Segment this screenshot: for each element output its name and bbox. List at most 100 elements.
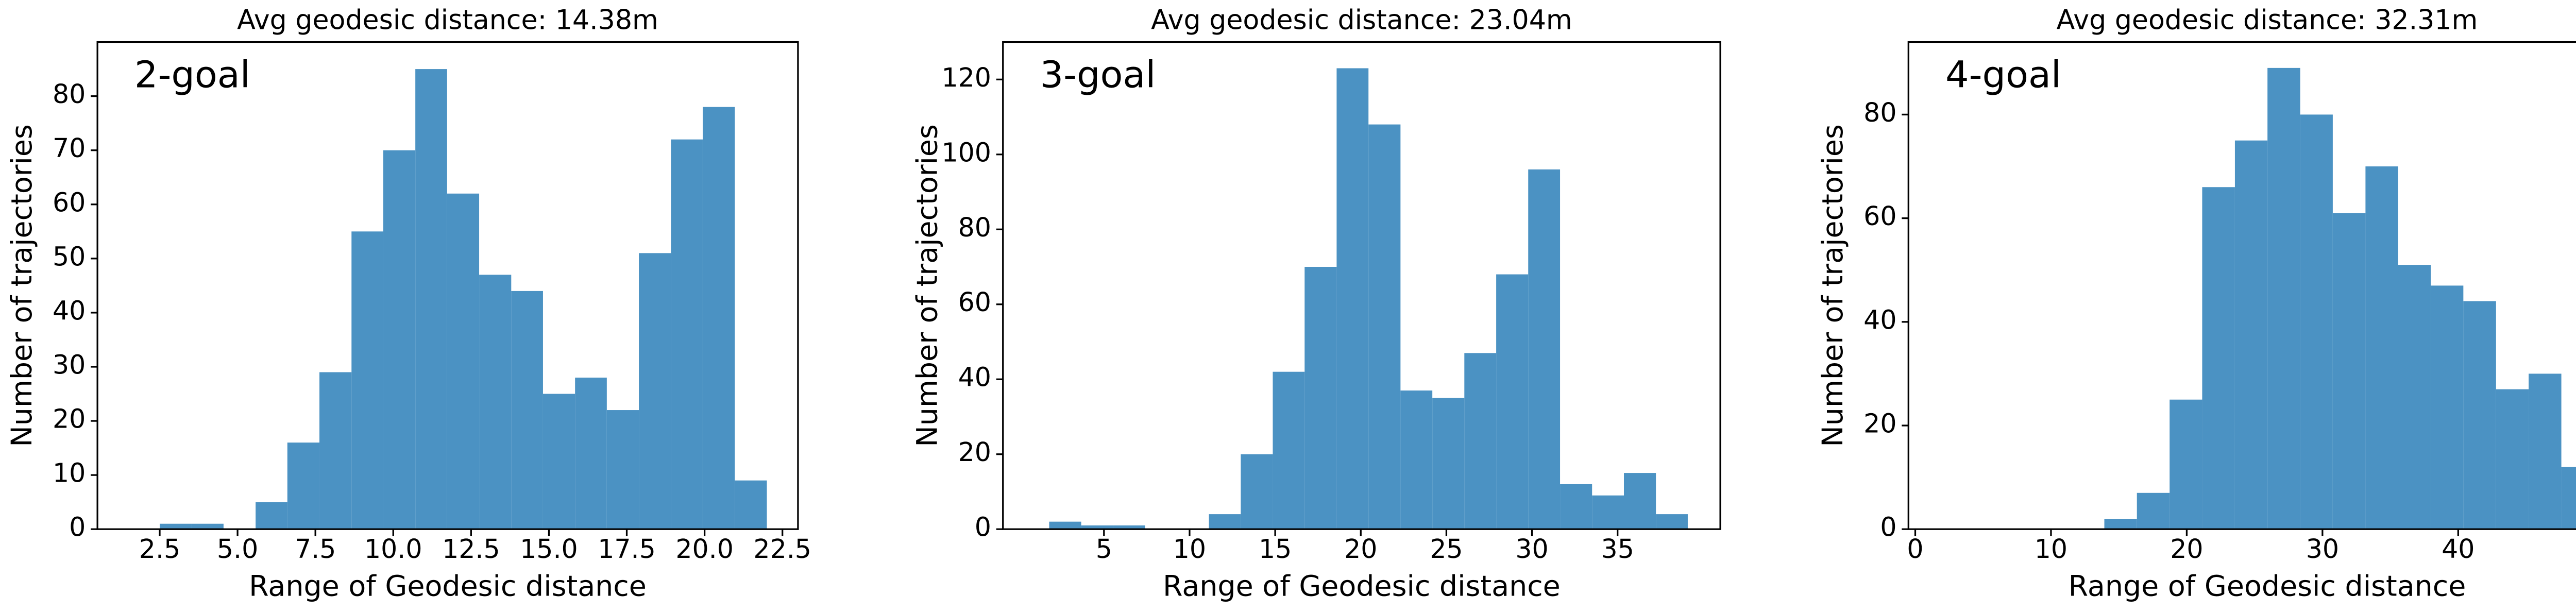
bar (1209, 514, 1241, 530)
bar (2561, 467, 2576, 530)
x-tick-label: 20.0 (675, 534, 734, 564)
bar (2234, 140, 2268, 530)
bar (1336, 68, 1369, 530)
chart-title: Avg geodesic distance: 32.31m (2057, 5, 2478, 36)
y-tick-label: 0 (1880, 512, 1896, 542)
y-tick-label: 100 (941, 137, 991, 167)
bar (735, 480, 767, 530)
bar (1592, 495, 1624, 530)
y-tick-label: 20 (53, 404, 86, 434)
x-tick-label: 35 (1601, 534, 1634, 564)
bar (1113, 525, 1145, 530)
y-tick-label: 20 (958, 437, 991, 467)
x-axis-label: Range of Geodesic distance (249, 570, 647, 603)
bar (351, 231, 383, 530)
bar (2170, 399, 2202, 530)
axes-frame (96, 41, 799, 530)
bar (256, 502, 287, 530)
x-tick-label: 5.0 (217, 534, 258, 564)
bar (511, 291, 543, 530)
x-tick-label: 15.0 (520, 534, 578, 564)
y-tick-label: 40 (958, 362, 991, 393)
y-tick-label: 70 (53, 133, 86, 163)
bar (2300, 114, 2333, 530)
bar (2332, 213, 2366, 530)
x-axis-label: Range of Geodesic distance (2069, 570, 2466, 603)
x-tick-label: 10.0 (364, 534, 422, 564)
bar (2137, 492, 2170, 530)
x-tick-label: 30 (1515, 534, 1548, 564)
x-tick-label: 40 (2442, 534, 2475, 564)
y-tick-label: 20 (1863, 409, 1896, 439)
x-tick-label: 10 (1173, 534, 1206, 564)
x-tick-label: 5 (1096, 534, 1112, 564)
y-tick-label: 10 (53, 458, 86, 488)
x-tick-label: 22.5 (753, 534, 811, 564)
y-tick-label: 60 (53, 187, 86, 217)
bar (1528, 169, 1561, 530)
axes-frame (1907, 41, 2576, 530)
bar (287, 443, 320, 530)
bar (2496, 389, 2529, 530)
y-tick-label: 50 (53, 241, 86, 271)
y-tick-label: 80 (958, 212, 991, 243)
bar (2398, 265, 2431, 530)
bar (2365, 166, 2398, 530)
bar (1432, 398, 1465, 530)
bar (2529, 373, 2562, 530)
bar (1049, 521, 1081, 530)
y-axis-label: Number of trajectories (911, 124, 944, 447)
y-tick-label: 60 (958, 287, 991, 317)
bar (415, 69, 447, 530)
x-tick-label: 10 (2035, 534, 2067, 564)
y-axis-label: Number of trajectories (6, 124, 39, 447)
bar (1624, 473, 1656, 530)
bar (2431, 285, 2464, 530)
bar (1560, 484, 1592, 530)
bar (2267, 67, 2300, 530)
x-tick-label: 20 (1344, 534, 1377, 564)
y-tick-label: 120 (941, 62, 991, 93)
bar (1304, 267, 1337, 530)
annotation: 2-goal (134, 53, 250, 96)
y-axis-label: Number of trajectories (1817, 124, 1850, 447)
bar (192, 523, 224, 530)
bar (543, 394, 575, 530)
y-tick-label: 80 (1863, 97, 1896, 128)
x-tick-label: 20 (2170, 534, 2203, 564)
y-tick-label: 0 (69, 512, 86, 542)
bar (575, 378, 607, 530)
bar (1081, 525, 1113, 530)
bar (1273, 371, 1305, 530)
bar (1656, 514, 1688, 530)
bar (671, 139, 703, 530)
bar (159, 523, 192, 530)
chart-title: Avg geodesic distance: 14.38m (237, 5, 658, 36)
axes-frame (1002, 41, 1721, 530)
bar (1400, 390, 1433, 530)
y-tick-label: 40 (1863, 304, 1896, 335)
x-tick-label: 25 (1430, 534, 1463, 564)
y-tick-label: 30 (53, 349, 86, 380)
bar (319, 372, 352, 530)
y-tick-label: 40 (53, 295, 86, 326)
annotation: 3-goal (1040, 53, 1156, 96)
bar (1368, 124, 1401, 530)
x-tick-label: 12.5 (442, 534, 500, 564)
x-axis-label: Range of Geodesic distance (1163, 570, 1561, 603)
y-tick-label: 0 (975, 512, 991, 542)
bar (2463, 301, 2496, 530)
x-tick-label: 17.5 (598, 534, 656, 564)
bar (2104, 519, 2137, 530)
y-tick-label: 80 (53, 79, 86, 109)
bar (606, 410, 639, 530)
x-tick-label: 30 (2306, 534, 2339, 564)
bar (639, 253, 671, 530)
x-tick-label: 15 (1259, 534, 1292, 564)
chart-title: Avg geodesic distance: 23.04m (1151, 5, 1572, 36)
x-tick-label: 7.5 (295, 534, 336, 564)
bar (1241, 454, 1273, 530)
bar (479, 275, 512, 530)
